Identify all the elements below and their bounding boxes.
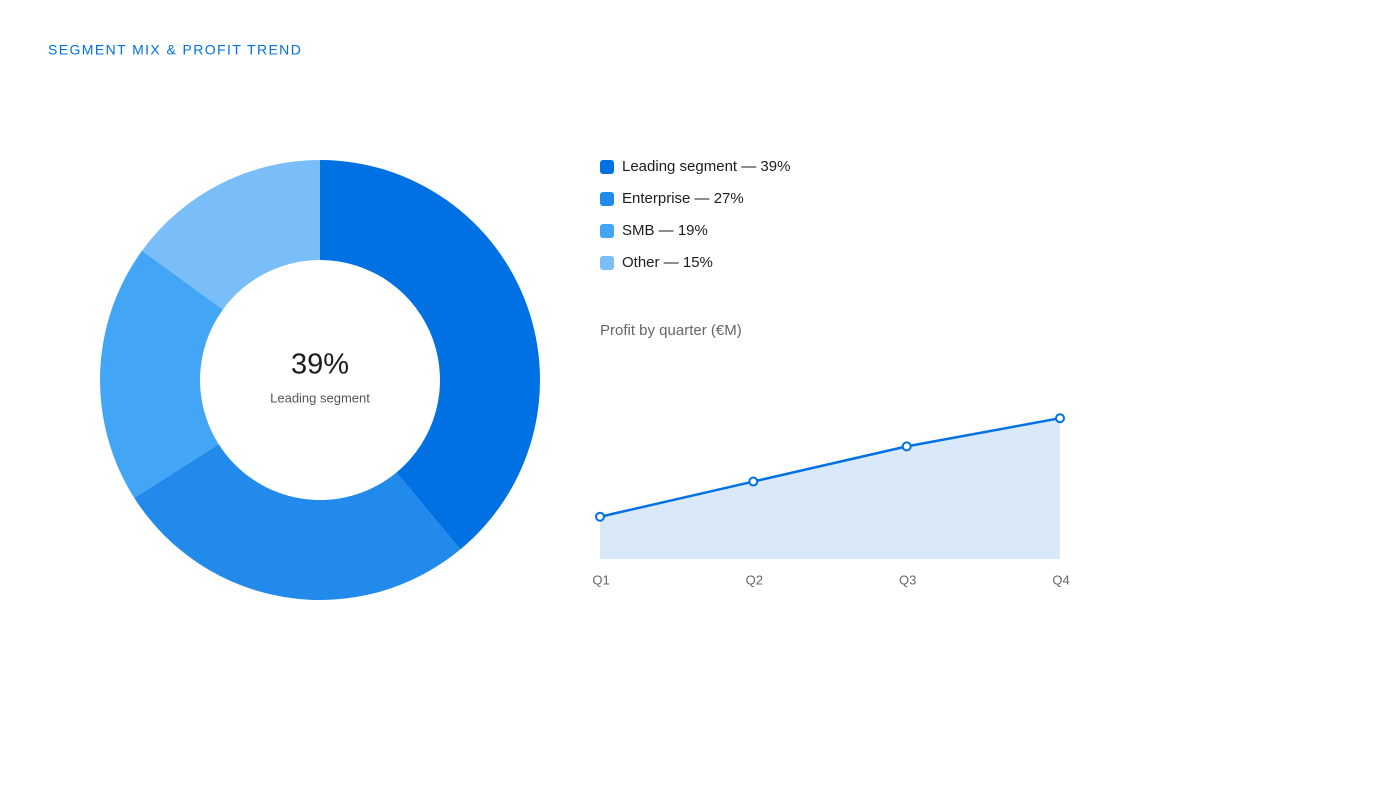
page-title: SEGMENT MIX & PROFIT TREND xyxy=(48,42,302,58)
legend-swatch xyxy=(600,224,614,238)
area-fill xyxy=(600,418,1060,559)
donut-slice xyxy=(142,160,320,310)
x-tick-label: Q1 xyxy=(592,572,609,587)
donut-center-value: 39% xyxy=(291,349,349,381)
legend-label: Other — 15% xyxy=(622,254,713,271)
donut-slice xyxy=(100,250,223,498)
point xyxy=(1055,413,1065,424)
x-tick-label: Q4 xyxy=(1052,572,1069,587)
line-chart-title: Profit by quarter (€M) xyxy=(600,322,742,339)
donut-center-label: Leading segment xyxy=(270,390,370,405)
donut-slice xyxy=(134,444,461,600)
legend-swatch xyxy=(600,256,614,270)
point xyxy=(748,476,759,487)
legend-label: SMB — 19% xyxy=(622,222,708,239)
legend-label: Enterprise — 27% xyxy=(622,190,744,207)
legend-swatch xyxy=(600,160,614,174)
point xyxy=(901,441,912,452)
point xyxy=(595,511,605,522)
donut-slice xyxy=(320,160,540,550)
line xyxy=(599,416,1061,518)
x-tick-label: Q2 xyxy=(746,572,763,587)
legend-label: Leading segment — 39% xyxy=(622,158,790,175)
legend-swatch xyxy=(600,192,614,206)
x-tick-label: Q3 xyxy=(899,572,916,587)
